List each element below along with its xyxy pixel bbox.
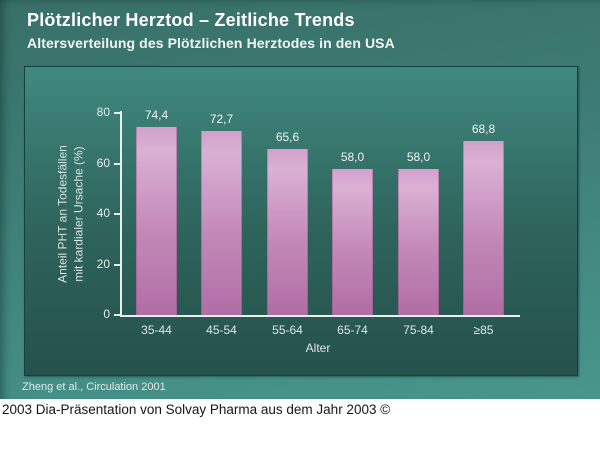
y-tick-label: 40	[96, 206, 110, 220]
bar-value-label: 65,6	[275, 130, 300, 144]
x-tick-label: ≥85	[473, 323, 494, 337]
plot-area: Anteil PHT an Todesfällen mit kardialer …	[25, 67, 579, 377]
slide-background: Plötzlicher Herztod – Zeitliche Trends A…	[0, 0, 600, 399]
footer-bar: 2003 Dia-Präsentation von Solvay Pharma …	[0, 399, 600, 461]
y-tick-label: 0	[103, 307, 110, 321]
x-axis-line	[120, 315, 520, 317]
y-tick-mark	[114, 163, 121, 165]
y-tick-mark	[114, 264, 121, 266]
x-tick-label: 75-84	[403, 323, 434, 337]
x-tick-label: 65-74	[337, 323, 368, 337]
y-axis-line	[120, 111, 122, 317]
x-tick-label: 45-54	[206, 323, 237, 337]
y-tick-label: 80	[96, 105, 110, 119]
bar	[267, 149, 308, 315]
bar-value-label: 72,7	[209, 112, 234, 126]
y-tick-label: 20	[96, 257, 110, 271]
chart-panel: Anteil PHT an Todesfällen mit kardialer …	[24, 66, 578, 376]
y-tick-mark	[114, 112, 121, 114]
bar	[136, 127, 177, 315]
x-tick-label: 55-64	[272, 323, 303, 337]
y-tick-mark	[114, 213, 121, 215]
slide-subtitle: Altersverteilung des Plötzlichen Herztod…	[27, 35, 395, 51]
slide-title: Plötzlicher Herztod – Zeitliche Trends	[27, 10, 355, 30]
bar-value-label: 58,0	[340, 150, 365, 164]
y-tick-label: 60	[96, 156, 110, 170]
y-tick-mark	[114, 314, 121, 316]
x-tick-label: 35-44	[141, 323, 172, 337]
bar	[201, 131, 242, 315]
citation: Zheng et al., Circulation 2001	[22, 381, 166, 393]
bar	[463, 141, 504, 315]
bar-value-label: 58,0	[406, 150, 431, 164]
bar	[332, 169, 373, 315]
bar	[398, 169, 439, 315]
bar-value-label: 74,4	[144, 108, 169, 122]
bar-value-label: 68,8	[471, 122, 496, 136]
x-axis-title: Alter	[305, 341, 331, 355]
footer-text: 2003 Dia-Präsentation von Solvay Pharma …	[2, 402, 391, 417]
